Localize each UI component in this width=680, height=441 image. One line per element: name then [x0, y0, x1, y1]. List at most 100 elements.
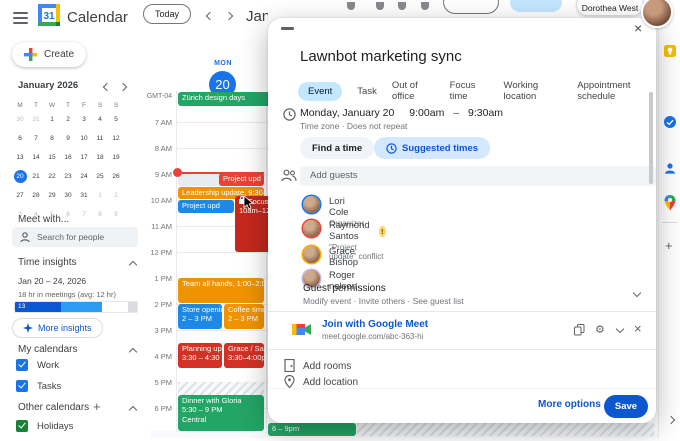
calendar-event[interactable]: Team all hands, 1:00–2:0	[178, 278, 264, 303]
mini-cal-day[interactable]: 29	[48, 192, 56, 199]
mini-cal-day[interactable]: 25	[96, 173, 104, 180]
tab-appointment-schedule[interactable]: Appointment schedule	[577, 80, 631, 102]
mini-cal-day[interactable]: 15	[48, 154, 56, 161]
calendar-checkbox[interactable]	[16, 359, 28, 371]
settings-icon[interactable]	[398, 2, 406, 10]
today-button[interactable]: Today	[143, 4, 192, 24]
mini-cal-day[interactable]: 31	[32, 116, 40, 123]
tasks-icon[interactable]	[664, 116, 676, 128]
mini-cal-day[interactable]: 4	[34, 211, 38, 218]
event-end-time[interactable]: 9:30am	[468, 107, 504, 119]
mini-cal-day[interactable]: 1	[98, 192, 102, 199]
calendar-list-item[interactable]: Holidays	[16, 420, 73, 432]
contacts-icon[interactable]	[664, 162, 676, 174]
mini-cal-day[interactable]: 30	[16, 116, 24, 123]
mini-cal-day[interactable]: 11	[96, 135, 104, 142]
mini-cal-day[interactable]: 27	[16, 192, 24, 199]
view-switcher-button[interactable]	[443, 0, 499, 14]
guest-permissions-expand-icon[interactable]	[632, 288, 642, 298]
time-insights-collapse-icon[interactable]	[128, 260, 138, 270]
calendar-event[interactable]: Coffee time 2 – 3 PM	[224, 304, 264, 329]
mini-cal-day[interactable]: 8	[50, 135, 54, 142]
maps-icon[interactable]	[664, 195, 676, 211]
mini-cal-day[interactable]: 8	[98, 211, 102, 218]
mini-cal-day[interactable]: 7	[82, 211, 86, 218]
prev-period-icon[interactable]	[205, 11, 215, 21]
search-people-input[interactable]: Search for people	[12, 227, 138, 247]
mini-cal-day[interactable]: 6	[18, 135, 22, 142]
mini-cal-day[interactable]: 5	[114, 116, 118, 123]
user-name-chip[interactable]: Dorothea West	[576, 0, 644, 16]
calendar-checkbox[interactable]	[16, 420, 28, 432]
join-google-meet-link[interactable]: Join with Google Meet	[322, 319, 429, 330]
mini-cal-day[interactable]: 9	[114, 211, 118, 218]
mini-cal-day[interactable]: 24	[80, 173, 88, 180]
mini-cal-next-icon[interactable]	[118, 82, 128, 92]
search-icon[interactable]	[347, 2, 355, 10]
mini-cal-day[interactable]: 14	[32, 154, 40, 161]
calendar-event[interactable]: 6 – 9pm	[268, 423, 356, 436]
mini-cal-day[interactable]: 2	[114, 192, 118, 199]
add-other-calendar-icon[interactable]: +	[93, 399, 101, 414]
mini-cal-day[interactable]: 3	[18, 211, 22, 218]
mini-cal-day[interactable]: 21	[32, 173, 40, 180]
mini-cal-day[interactable]: 6	[66, 211, 70, 218]
save-button[interactable]: Save	[604, 395, 648, 418]
mini-cal-day[interactable]: 23	[64, 173, 72, 180]
suggested-times-button[interactable]: Suggested times	[374, 137, 491, 159]
tab-event[interactable]: Event	[298, 81, 343, 101]
mini-cal-day[interactable]: 17	[80, 154, 88, 161]
mini-cal-day[interactable]: 22	[48, 173, 56, 180]
mini-cal-day[interactable]: 9	[66, 135, 70, 142]
mini-cal-day[interactable]: 13	[16, 154, 24, 161]
dialog-drag-handle-icon[interactable]	[281, 27, 294, 30]
guest-row[interactable]: Raymond Santos! "Project update" conflict	[303, 220, 386, 261]
meet-options-expand-icon[interactable]	[615, 324, 625, 334]
my-calendars-collapse-icon[interactable]	[128, 347, 138, 357]
mini-cal-day[interactable]: 1	[50, 116, 54, 123]
tab-out-of-office[interactable]: Out of office	[391, 80, 418, 102]
highlighted-toolbar-button[interactable]	[510, 0, 562, 12]
guest-row[interactable]: Roger nelson	[303, 270, 357, 292]
mini-cal-day[interactable]: 4	[98, 116, 102, 123]
mini-cal-day[interactable]: 31	[80, 192, 88, 199]
calendar-event[interactable]: Dinner with Gloria 5:30 – 9 PM Central	[178, 395, 264, 431]
mini-cal-day[interactable]: 12	[112, 135, 120, 142]
dialog-scrollbar[interactable]	[649, 92, 653, 184]
add-rooms-row[interactable]: Add rooms	[303, 361, 352, 372]
get-addons-icon[interactable]: +	[665, 238, 673, 253]
dialog-close-icon[interactable]: ×	[634, 20, 643, 36]
mini-cal-day[interactable]: 5	[50, 211, 54, 218]
help-icon[interactable]	[376, 2, 384, 10]
calendar-event[interactable]: Planning up3:30 – 4:30 P	[178, 343, 222, 368]
mini-cal-day[interactable]: 28	[32, 192, 40, 199]
mini-cal-prev-icon[interactable]	[102, 82, 112, 92]
calendar-event[interactable]: Grace / Sam3:30–4:00pm	[224, 343, 264, 368]
mini-cal-day[interactable]: 3	[82, 116, 86, 123]
mini-cal-day[interactable]: 30	[64, 192, 72, 199]
tab-focus-time[interactable]: Focus time	[449, 80, 476, 102]
more-insights-button[interactable]: More insights	[12, 318, 103, 338]
calendar-list-item[interactable]: Tasks	[16, 380, 61, 392]
more-options-button[interactable]: More options	[538, 399, 601, 410]
mini-cal-day[interactable]: 10	[80, 135, 88, 142]
tab-working-location[interactable]: Working location	[503, 80, 539, 102]
next-period-icon[interactable]	[224, 11, 234, 21]
apps-grid-icon[interactable]	[421, 2, 429, 10]
main-menu-icon[interactable]	[13, 9, 28, 27]
calendar-list-item[interactable]: Work	[16, 359, 61, 371]
calendar-event[interactable]: Store openin 2 – 3 PM	[178, 304, 222, 329]
calendar-event[interactable]: Project upd	[219, 173, 264, 186]
add-guests-input[interactable]: Add guests	[300, 166, 656, 186]
user-avatar[interactable]	[641, 0, 673, 28]
create-button[interactable]: Create	[12, 42, 87, 67]
mini-cal-day[interactable]: 16	[64, 154, 72, 161]
add-location-row[interactable]: Add location	[303, 377, 359, 388]
guest-row[interactable]: Lori Cole Organizer	[303, 196, 364, 228]
keep-icon[interactable]	[664, 45, 676, 57]
mini-cal-day-selected[interactable]: 20	[12, 169, 28, 184]
remove-meet-icon[interactable]: ×	[634, 321, 642, 336]
calendar-event[interactable]: Project upd	[178, 200, 234, 213]
mini-cal-day[interactable]: 18	[96, 154, 104, 161]
find-a-time-button[interactable]: Find a time	[300, 137, 375, 159]
